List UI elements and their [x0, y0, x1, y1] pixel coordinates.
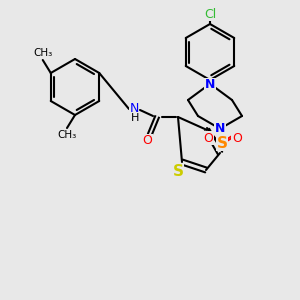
- Text: N: N: [129, 103, 139, 116]
- Text: N: N: [215, 122, 225, 134]
- Text: S: S: [217, 136, 227, 151]
- Text: O: O: [232, 131, 242, 145]
- Text: N: N: [205, 79, 215, 92]
- Text: O: O: [142, 134, 152, 148]
- Text: CH₃: CH₃: [33, 48, 52, 58]
- Text: Cl: Cl: [204, 8, 216, 20]
- Text: O: O: [203, 131, 213, 145]
- Text: S: S: [172, 164, 184, 178]
- Text: CH₃: CH₃: [57, 130, 76, 140]
- Text: H: H: [131, 113, 139, 123]
